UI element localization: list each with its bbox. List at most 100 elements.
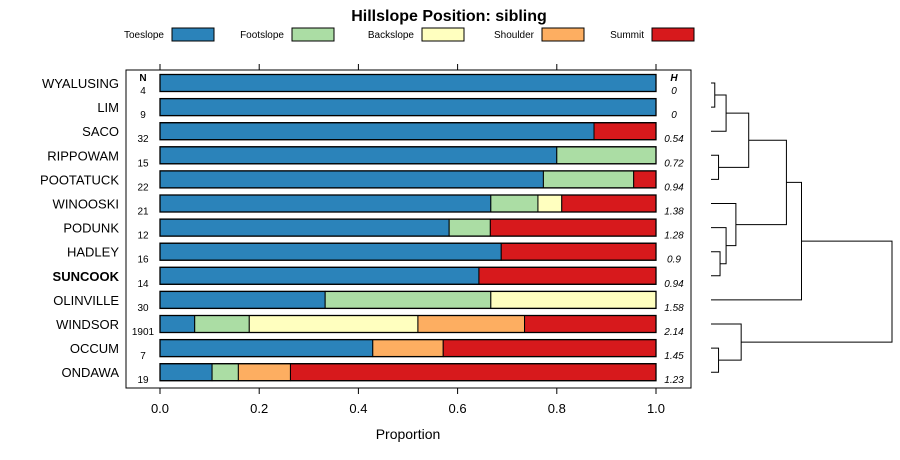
row-label-podunk: PODUNK bbox=[63, 221, 119, 236]
bar-segment-winooski-backslope bbox=[537, 194, 563, 213]
row-label-saco: SACO bbox=[82, 124, 119, 139]
bar-segment-olinville-backslope bbox=[490, 290, 657, 309]
bar-outline-podunk bbox=[159, 218, 657, 237]
bar-segment-ondawa-shoulder bbox=[237, 363, 291, 382]
dendrogram-link-6 bbox=[711, 94, 727, 132]
bar-segment-winooski-summit bbox=[561, 194, 657, 213]
row-label-ondawa: ONDAWA bbox=[61, 365, 119, 380]
x-tick-label-0: 0.0 bbox=[151, 401, 169, 416]
bar-segment-ondawa-toeslope bbox=[159, 363, 213, 382]
x-tick-label-2: 0.4 bbox=[349, 401, 367, 416]
bar-outline-wyalusing bbox=[159, 73, 657, 93]
row-n-olinville: 30 bbox=[137, 303, 149, 314]
bar-segment-rippowam-toeslope bbox=[159, 146, 558, 165]
legend-swatch-backslope bbox=[421, 27, 465, 42]
row-h-hadley: 0.9 bbox=[667, 255, 681, 266]
dendrogram-link-3 bbox=[711, 251, 721, 277]
bar-segment-occum-summit bbox=[442, 339, 657, 358]
bar-segment-hadley-toeslope bbox=[159, 242, 502, 261]
dendrogram-link-5 bbox=[711, 203, 737, 247]
dendrogram-link-9 bbox=[711, 181, 802, 301]
dendrogram-link-4 bbox=[711, 227, 727, 265]
legend-label-shoulder: Shoulder bbox=[494, 30, 535, 41]
bar-segment-suncook-summit bbox=[478, 266, 657, 285]
bar-segment-olinville-footslope bbox=[324, 290, 492, 309]
row-n-occum: 7 bbox=[140, 351, 146, 362]
bar-outline-hadley bbox=[159, 242, 657, 261]
bar-outline-windsor bbox=[159, 314, 657, 334]
dendrogram-link-1 bbox=[711, 82, 716, 108]
row-label-olinville: OLINVILLE bbox=[53, 293, 119, 308]
dendrogram-link-11 bbox=[711, 323, 742, 361]
x-tick-label-4: 0.8 bbox=[548, 401, 566, 416]
bar-segment-podunk-summit bbox=[489, 218, 657, 237]
bar-segment-podunk-footslope bbox=[448, 218, 491, 237]
legend-label-footslope: Footslope bbox=[240, 30, 284, 41]
chart-title: Hillslope Position: sibling bbox=[351, 8, 547, 25]
dendrogram-link-12 bbox=[741, 240, 893, 343]
bar-segment-occum-toeslope bbox=[159, 339, 374, 358]
row-n-winooski: 21 bbox=[137, 207, 149, 218]
row-n-suncook: 14 bbox=[137, 279, 149, 290]
dendrogram-link-10 bbox=[711, 347, 720, 373]
bar-outline-olinville bbox=[159, 290, 657, 310]
legend-label-summit: Summit bbox=[610, 30, 644, 41]
legend: Toeslope Footslope Backslope Shoulder Summit bbox=[124, 27, 695, 42]
n-column-header: N bbox=[139, 73, 146, 84]
bar-outline-lim bbox=[159, 97, 657, 117]
row-h-saco: 0.54 bbox=[664, 134, 684, 145]
dendrogram-link-7 bbox=[718, 112, 750, 168]
bar-outline-ondawa bbox=[159, 363, 657, 382]
row-n-wyalusing: 4 bbox=[140, 86, 146, 97]
row-h-rippowam: 0.72 bbox=[664, 158, 684, 169]
bar-outline-occum bbox=[159, 338, 657, 358]
row-h-occum: 1.45 bbox=[664, 351, 684, 362]
bar-segment-hadley-summit bbox=[500, 242, 657, 261]
legend-swatch-toeslope bbox=[171, 27, 215, 42]
bar-segment-pootatuck-summit bbox=[633, 170, 657, 189]
row-n-windsor: 1901 bbox=[132, 327, 155, 338]
bar-segment-winooski-footslope bbox=[490, 194, 539, 213]
bar-segment-occum-shoulder bbox=[372, 339, 444, 358]
legend-label-backslope: Backslope bbox=[368, 30, 415, 41]
dendrogram-link-8 bbox=[735, 139, 787, 226]
row-label-pootatuck: POOTATUCK bbox=[40, 172, 119, 187]
row-h-ondawa: 1.23 bbox=[664, 375, 684, 386]
row-h-podunk: 1.28 bbox=[664, 231, 684, 242]
bar-segment-podunk-toeslope bbox=[159, 218, 450, 237]
legend-swatch-footslope bbox=[291, 27, 335, 42]
x-axis: 0.0 0.2 0.4 0.6 0.8 1.0 bbox=[151, 64, 665, 416]
bar-segment-saco-toeslope bbox=[159, 122, 595, 141]
bar-segment-ondawa-summit bbox=[289, 363, 657, 382]
x-tick-label-5: 1.0 bbox=[647, 401, 665, 416]
bar-outline-rippowam bbox=[159, 146, 657, 165]
dendrogram bbox=[711, 82, 893, 373]
x-axis-label: Proportion bbox=[376, 426, 441, 442]
bar-outline-saco bbox=[159, 122, 657, 141]
bar-segment-saco-summit bbox=[593, 122, 657, 141]
bar-segment-olinville-toeslope bbox=[159, 290, 326, 309]
bar-segment-wyalusing-toeslope bbox=[159, 74, 657, 92]
row-label-lim: LIM bbox=[97, 100, 119, 115]
row-label-suncook: SUNCOOK bbox=[53, 269, 120, 284]
bar-segment-pootatuck-toeslope bbox=[159, 170, 544, 189]
bar-segment-windsor-toeslope bbox=[159, 315, 196, 333]
bar-segment-windsor-backslope bbox=[248, 315, 419, 333]
bar-outline-pootatuck bbox=[159, 170, 657, 189]
legend-label-toeslope: Toeslope bbox=[124, 30, 164, 41]
row-label-wyalusing: WYALUSING bbox=[42, 76, 119, 91]
row-h-windsor: 2.14 bbox=[663, 327, 684, 338]
row-n-ondawa: 19 bbox=[137, 375, 149, 386]
bar-segment-rippowam-footslope bbox=[556, 146, 657, 165]
row-label-winooski: WINOOSKI bbox=[53, 197, 119, 212]
row-n-hadley: 16 bbox=[137, 255, 149, 266]
row-h-pootatuck: 0.94 bbox=[664, 182, 684, 193]
row-n-pootatuck: 22 bbox=[137, 182, 149, 193]
row-h-lim: 0 bbox=[671, 110, 677, 121]
row-n-podunk: 12 bbox=[137, 231, 149, 242]
row-h-olinville: 1.58 bbox=[664, 303, 684, 314]
x-tick-label-1: 0.2 bbox=[250, 401, 268, 416]
x-tick-label-3: 0.6 bbox=[449, 401, 467, 416]
bar-segment-ondawa-footslope bbox=[211, 363, 239, 382]
